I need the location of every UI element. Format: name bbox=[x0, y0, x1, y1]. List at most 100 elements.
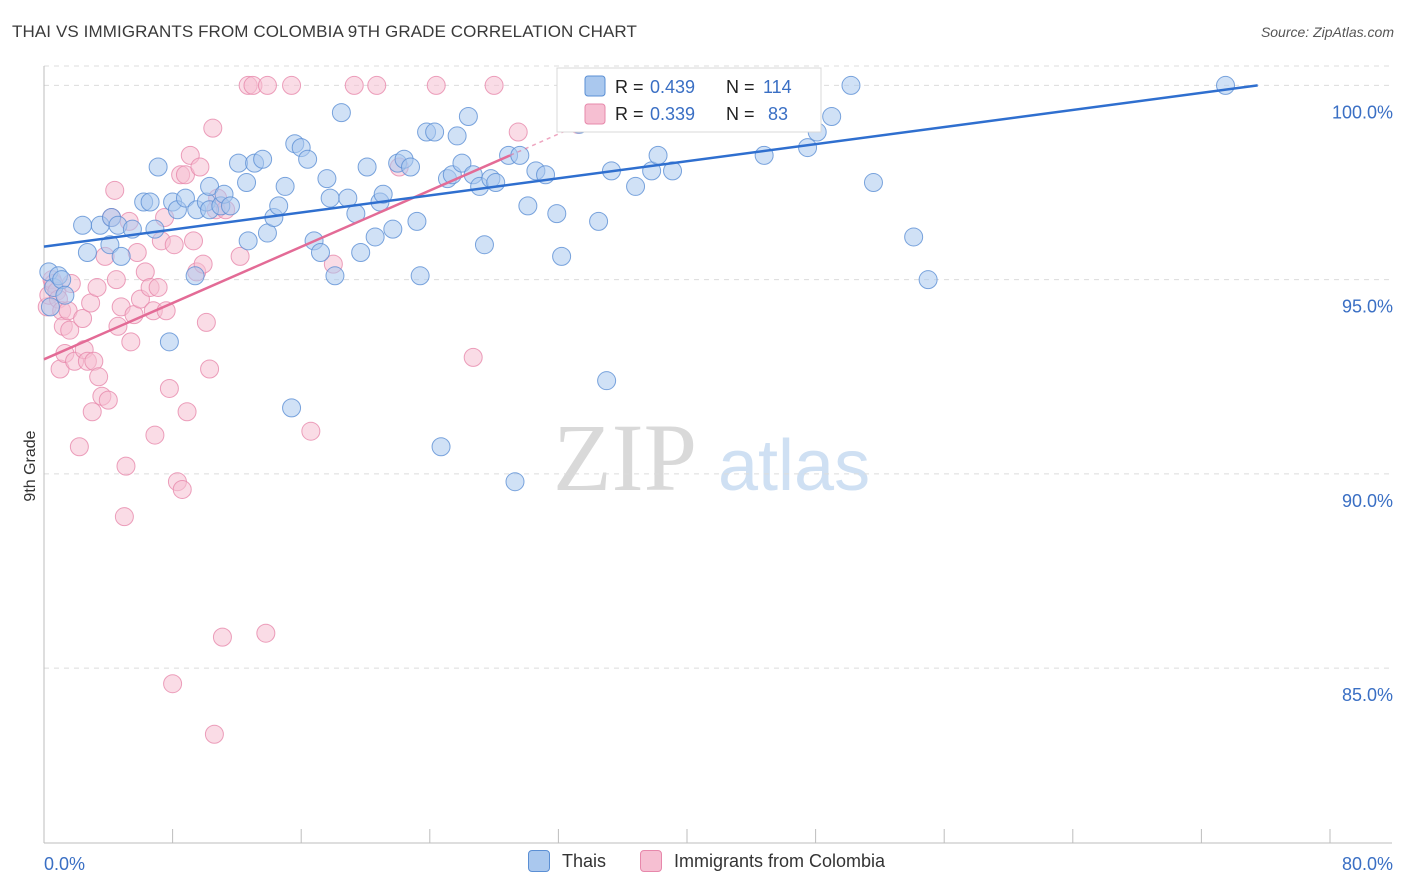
thais-point bbox=[365, 227, 385, 247]
thais-point bbox=[863, 173, 883, 193]
thais-point bbox=[310, 242, 330, 262]
colombia-point bbox=[106, 270, 126, 290]
colombia-point bbox=[190, 157, 210, 177]
colombia-swatch bbox=[640, 850, 662, 872]
thais-point bbox=[200, 176, 220, 196]
thais-point bbox=[320, 188, 340, 208]
thais-point bbox=[410, 266, 430, 286]
colombia-legend-label: Immigrants from Colombia bbox=[674, 850, 886, 871]
thais-point bbox=[52, 270, 72, 290]
thais-point bbox=[458, 107, 478, 127]
colombia-point bbox=[73, 309, 93, 329]
colombia-point bbox=[105, 180, 125, 200]
colombia-point bbox=[87, 277, 107, 297]
colombia-point bbox=[127, 242, 147, 262]
colombia-point bbox=[203, 118, 223, 138]
thais-point bbox=[269, 196, 289, 216]
x-tick-labels: 0.0% 80.0% bbox=[44, 854, 1393, 874]
y-tick-label: 90.0% bbox=[1342, 491, 1393, 511]
colombia-point bbox=[89, 367, 109, 387]
thais-point bbox=[253, 149, 273, 169]
colombia-point bbox=[200, 359, 220, 379]
colombia-point bbox=[69, 437, 89, 457]
colombia-point bbox=[463, 347, 483, 367]
colombia-point bbox=[175, 165, 195, 185]
thais-point bbox=[626, 176, 646, 196]
thais-point bbox=[425, 122, 445, 142]
colombia-trend-line bbox=[43, 154, 511, 361]
y-axis-label: 9th Grade bbox=[22, 430, 39, 501]
thais-point bbox=[298, 149, 318, 169]
thais-point bbox=[383, 219, 403, 239]
thais-legend-label: Thais bbox=[562, 850, 607, 871]
thais-point bbox=[325, 266, 345, 286]
thais-point bbox=[148, 157, 168, 177]
thais-point bbox=[822, 107, 842, 127]
colombia-point bbox=[114, 507, 134, 527]
thais-point bbox=[220, 196, 240, 216]
x-tick-label-max: 80.0% bbox=[1342, 854, 1393, 874]
colombia-point bbox=[183, 231, 203, 251]
thais-point bbox=[351, 242, 371, 262]
thais-point bbox=[159, 332, 179, 352]
thais-point bbox=[401, 157, 421, 177]
colombia-point bbox=[196, 312, 216, 332]
legend-thais-n-label: N = bbox=[726, 77, 755, 97]
y-tick-label: 85.0% bbox=[1342, 685, 1393, 705]
colombia-point bbox=[484, 75, 504, 95]
thais-point bbox=[77, 242, 97, 262]
thais-point bbox=[597, 371, 617, 391]
colombia-point bbox=[257, 75, 277, 95]
thais-point bbox=[552, 246, 572, 266]
thais-point bbox=[547, 204, 567, 224]
series-colombia-points bbox=[37, 75, 588, 744]
colombia-point bbox=[301, 421, 321, 441]
colombia-point bbox=[344, 75, 364, 95]
colombia-point bbox=[145, 425, 165, 445]
thais-point bbox=[317, 169, 337, 189]
colombia-point bbox=[116, 456, 136, 476]
colombia-point bbox=[367, 75, 387, 95]
bottom-legend-colombia: Immigrants from Colombia bbox=[640, 850, 885, 872]
colombia-point bbox=[204, 724, 224, 744]
y-tick-label: 100.0% bbox=[1332, 102, 1393, 122]
colombia-point bbox=[60, 320, 80, 340]
colombia-point bbox=[256, 623, 276, 643]
colombia-point bbox=[98, 390, 118, 410]
y-tick-labels: 85.0% 90.0% 95.0% 100.0% bbox=[1332, 102, 1393, 705]
thais-point bbox=[331, 103, 351, 123]
thais-point bbox=[486, 173, 506, 193]
chart-title: THAI VS IMMIGRANTS FROM COLOMBIA 9TH GRA… bbox=[12, 22, 637, 41]
thais-point bbox=[518, 196, 538, 216]
watermark-zip: ZIP bbox=[553, 404, 697, 511]
watermark: ZIP atlas bbox=[553, 404, 870, 511]
bottom-legend-thais: Thais bbox=[528, 850, 606, 872]
axes bbox=[43, 66, 1392, 844]
legend-colombia-n-label: N = bbox=[726, 104, 755, 124]
thais-point bbox=[798, 138, 818, 158]
thais-point bbox=[282, 398, 302, 418]
colombia-point bbox=[282, 75, 302, 95]
watermark-atlas: atlas bbox=[718, 426, 870, 506]
colombia-point bbox=[212, 627, 232, 647]
thais-point bbox=[100, 235, 120, 255]
colombia-point bbox=[164, 235, 184, 255]
colombia-point bbox=[230, 246, 250, 266]
thais-point bbox=[185, 266, 205, 286]
legend-colombia-n-value: 83 bbox=[768, 104, 788, 124]
thais-point bbox=[407, 211, 427, 231]
colombia-point bbox=[177, 402, 197, 422]
legend-box: R = 0.439 N = 114 R = 0.339 N = 83 bbox=[556, 67, 822, 133]
thais-point bbox=[175, 188, 195, 208]
thais-point bbox=[452, 153, 472, 173]
legend-thais-r-value: 0.439 bbox=[650, 77, 695, 97]
colombia-point bbox=[508, 122, 528, 142]
thais-point bbox=[505, 472, 525, 492]
thais-point bbox=[589, 211, 609, 231]
thais-point bbox=[237, 173, 257, 193]
colombia-point bbox=[159, 378, 179, 398]
colombia-point bbox=[163, 674, 183, 694]
legend-colombia-swatch bbox=[584, 103, 606, 125]
thais-point bbox=[431, 437, 451, 457]
thais-point bbox=[918, 270, 938, 290]
